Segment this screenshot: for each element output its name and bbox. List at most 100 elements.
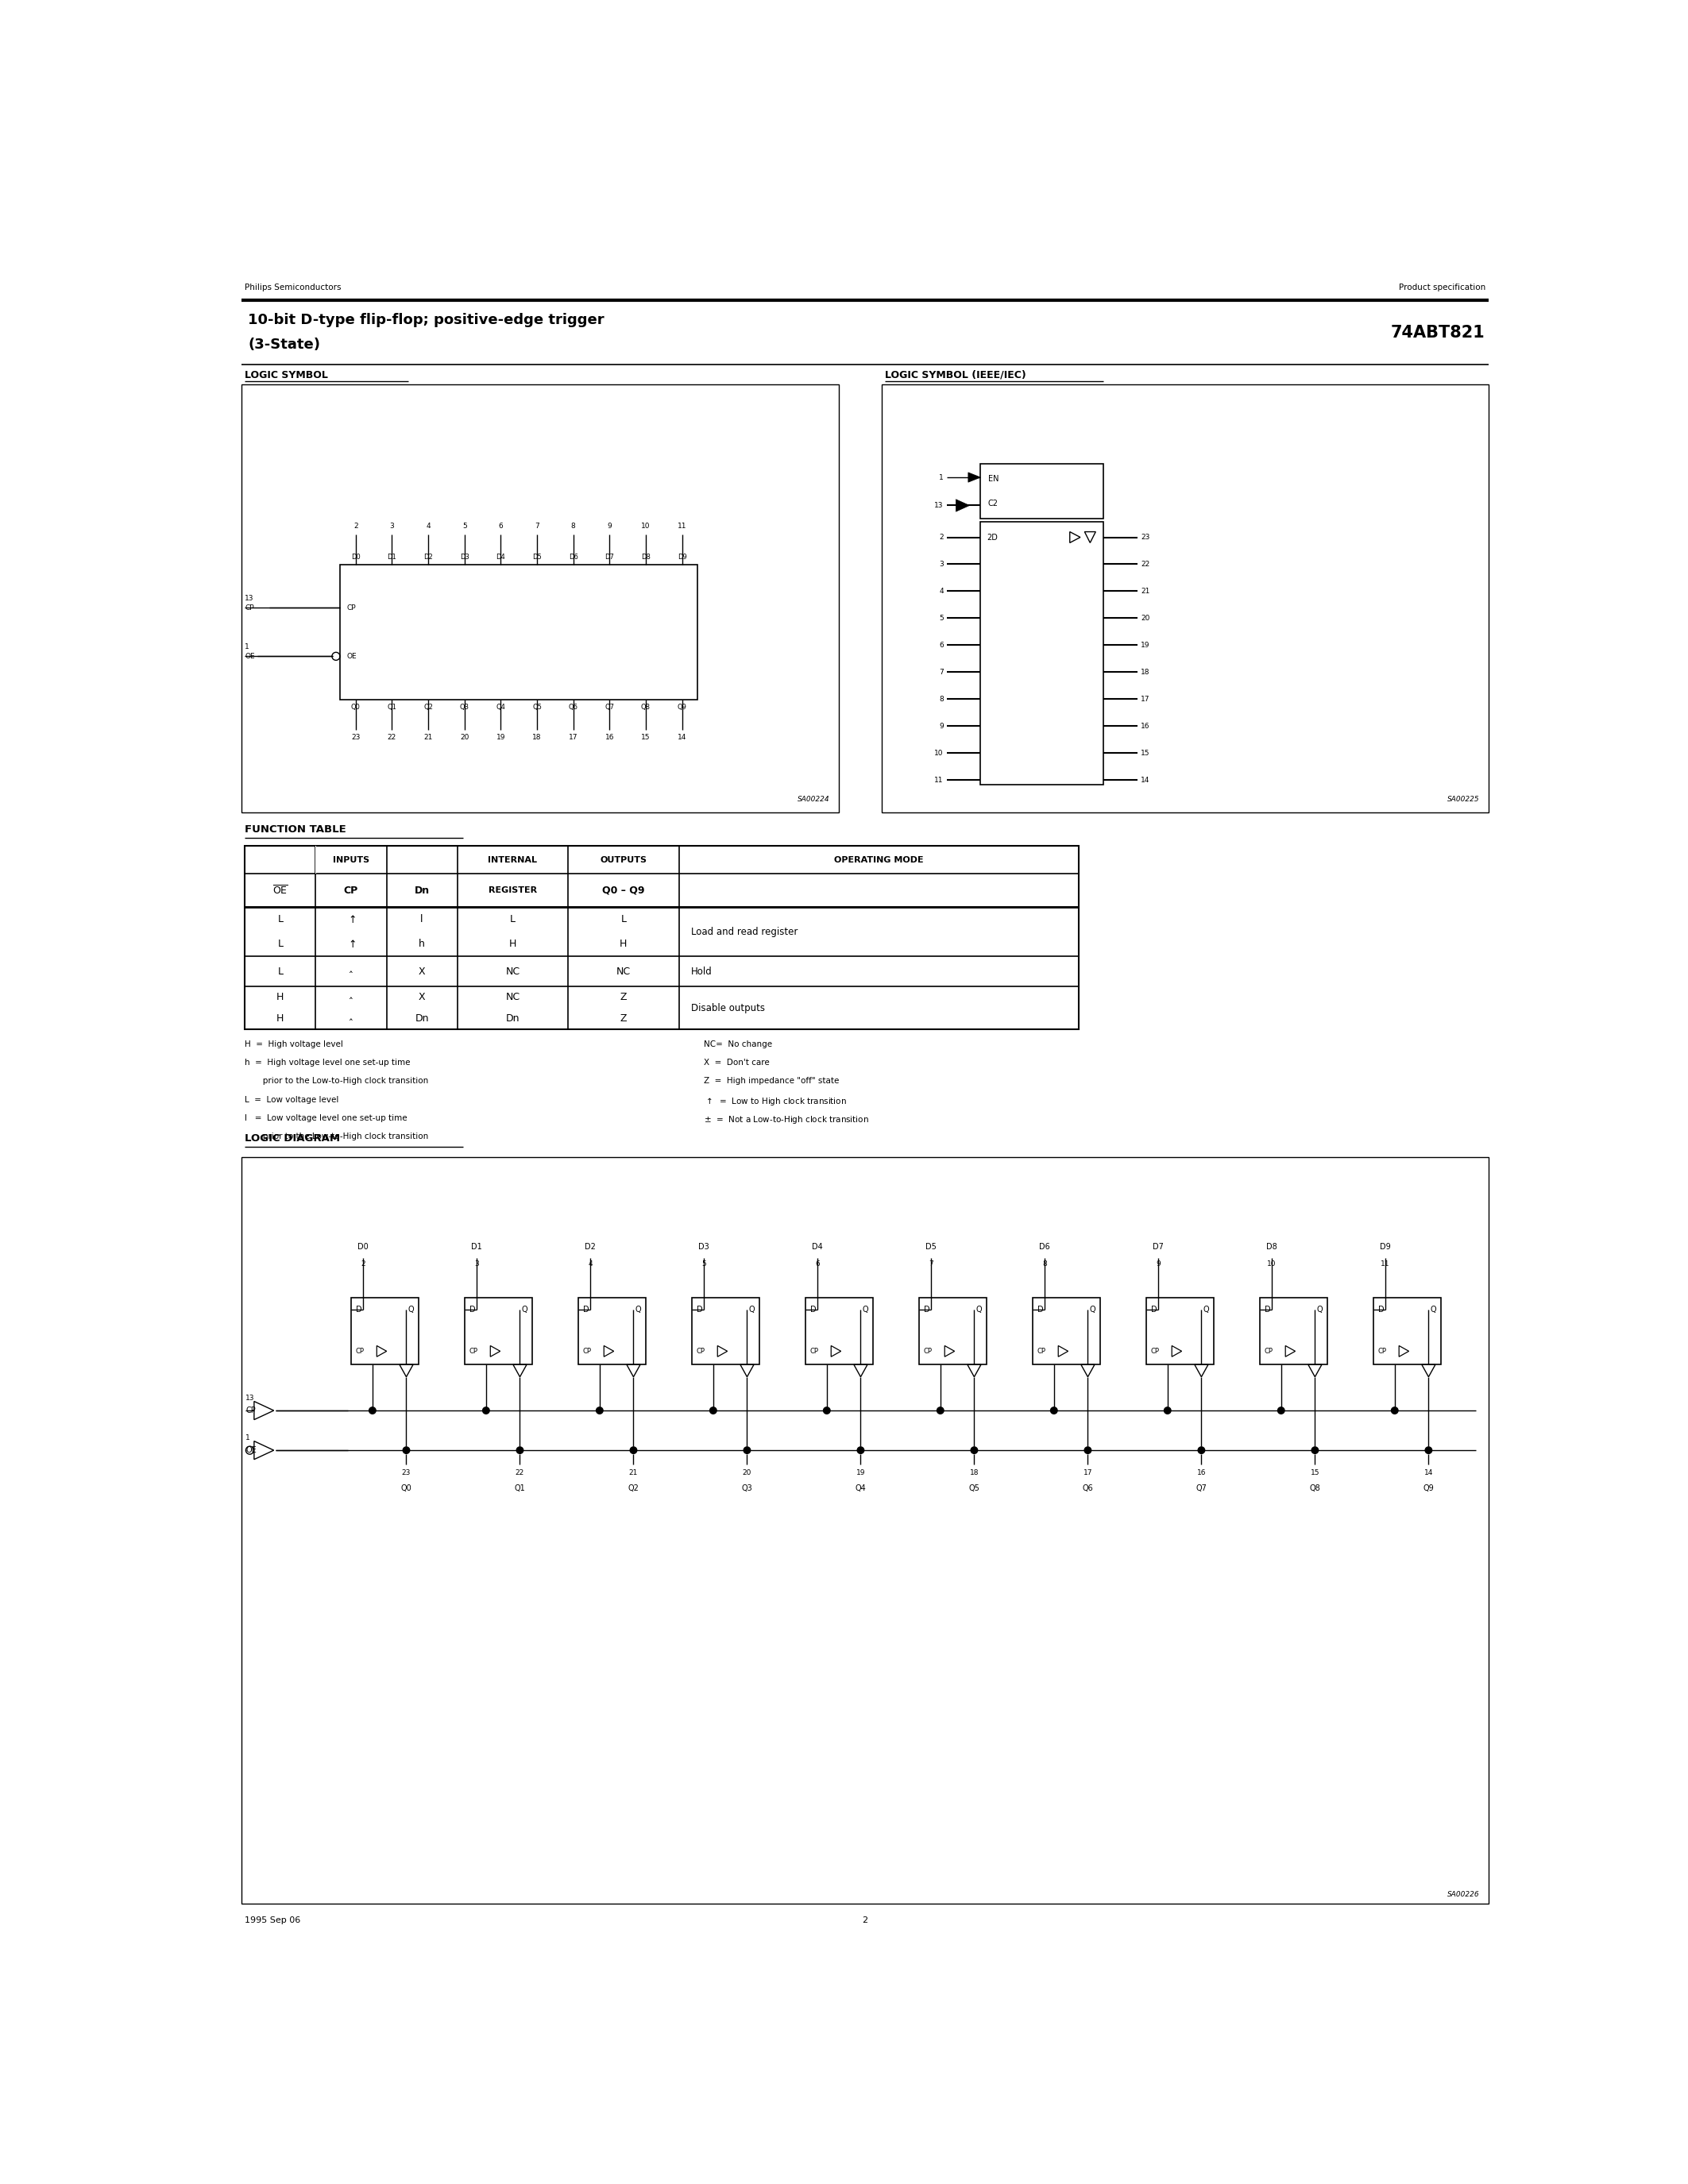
Circle shape	[370, 1406, 376, 1413]
Text: D9: D9	[1381, 1243, 1391, 1251]
Text: OE: OE	[245, 1446, 257, 1455]
Text: CP: CP	[582, 1348, 592, 1354]
Text: D: D	[469, 1306, 476, 1313]
Text: 15: 15	[1310, 1470, 1320, 1476]
Text: 3: 3	[390, 522, 395, 531]
Text: 21: 21	[630, 1470, 638, 1476]
Circle shape	[1312, 1448, 1318, 1455]
Text: 1: 1	[939, 474, 944, 480]
Text: 5: 5	[463, 522, 466, 531]
Text: OE: OE	[245, 653, 255, 660]
Circle shape	[1198, 1448, 1205, 1455]
Text: 11: 11	[677, 522, 687, 531]
Text: D7: D7	[604, 553, 614, 561]
Text: D3: D3	[459, 553, 469, 561]
Text: 6: 6	[498, 522, 503, 531]
Text: 6: 6	[939, 642, 944, 649]
Text: D7: D7	[1153, 1243, 1163, 1251]
Text: Q3: Q3	[459, 703, 469, 710]
Text: NC=  No change: NC= No change	[704, 1040, 771, 1048]
Text: 8: 8	[1043, 1260, 1047, 1267]
Text: 5: 5	[939, 614, 944, 622]
Text: X  =  Don't care: X = Don't care	[704, 1059, 770, 1066]
Text: 13: 13	[935, 502, 944, 509]
Text: INPUTS: INPUTS	[333, 856, 370, 865]
Text: 19: 19	[496, 734, 505, 740]
Text: 3: 3	[939, 561, 944, 568]
Text: Q5: Q5	[532, 703, 542, 710]
Text: $\pm$  =  Not a Low-to-High clock transition: $\pm$ = Not a Low-to-High clock transiti…	[704, 1114, 869, 1125]
Text: 19: 19	[856, 1470, 866, 1476]
Text: 14: 14	[677, 734, 687, 740]
Text: 74ABT821: 74ABT821	[1391, 325, 1485, 341]
Text: C2: C2	[987, 500, 998, 507]
Text: Z: Z	[619, 1013, 626, 1024]
Polygon shape	[969, 472, 981, 483]
Text: 22: 22	[388, 734, 397, 740]
Bar	[1033, 1297, 1101, 1365]
Text: l: l	[420, 915, 424, 924]
Text: CP: CP	[1264, 1348, 1273, 1354]
Text: $\hat{\:}$: $\hat{\:}$	[349, 965, 353, 976]
Circle shape	[483, 1406, 490, 1413]
Text: NC: NC	[505, 992, 520, 1002]
Text: Z: Z	[619, 992, 626, 1002]
Text: 2: 2	[353, 522, 358, 531]
Text: OUTPUTS: OUTPUTS	[599, 856, 647, 865]
Circle shape	[1278, 1406, 1285, 1413]
Text: 14: 14	[1141, 775, 1150, 784]
Text: 9: 9	[1156, 1260, 1161, 1267]
Text: INTERNAL: INTERNAL	[488, 856, 537, 865]
Text: 15: 15	[1141, 749, 1150, 756]
Text: CP: CP	[346, 605, 356, 612]
Text: Q2: Q2	[424, 703, 432, 710]
Bar	[577, 1297, 647, 1365]
Bar	[464, 1297, 532, 1365]
Text: 8: 8	[571, 522, 576, 531]
Text: Q6: Q6	[569, 703, 577, 710]
Text: D8: D8	[1266, 1243, 1278, 1251]
Text: Q8: Q8	[1310, 1485, 1320, 1492]
Text: CP: CP	[1151, 1348, 1160, 1354]
Circle shape	[1084, 1448, 1090, 1455]
Text: D2: D2	[584, 1243, 596, 1251]
Text: 5: 5	[702, 1260, 706, 1267]
Circle shape	[1165, 1406, 1171, 1413]
Bar	[883, 384, 1489, 812]
Text: 7: 7	[928, 1260, 933, 1267]
Text: 16: 16	[604, 734, 614, 740]
Text: D: D	[1264, 1306, 1271, 1313]
Bar	[981, 463, 1104, 520]
Text: 15: 15	[641, 734, 650, 740]
Text: D: D	[1038, 1306, 1043, 1313]
Text: Q5: Q5	[969, 1485, 979, 1492]
Text: H: H	[277, 1013, 284, 1024]
Circle shape	[630, 1448, 636, 1455]
Text: CP: CP	[469, 1348, 478, 1354]
Text: 21: 21	[1141, 587, 1150, 594]
Text: Hold: Hold	[690, 965, 712, 976]
Text: Q7: Q7	[1195, 1485, 1207, 1492]
Text: D: D	[356, 1306, 361, 1313]
Text: Q: Q	[635, 1306, 641, 1313]
Bar	[245, 845, 1079, 1029]
Text: Dn: Dn	[506, 1013, 520, 1024]
Text: D6: D6	[569, 553, 577, 561]
Bar	[1146, 1297, 1214, 1365]
Text: 4: 4	[587, 1260, 592, 1267]
Text: Q0 – Q9: Q0 – Q9	[603, 885, 645, 895]
Text: 1: 1	[245, 642, 250, 651]
Text: CP: CP	[923, 1348, 932, 1354]
Bar	[918, 1297, 986, 1365]
Text: Q: Q	[1089, 1306, 1096, 1313]
Text: X: X	[419, 965, 425, 976]
Text: Q: Q	[407, 1306, 414, 1313]
Text: 10: 10	[1268, 1260, 1276, 1267]
Text: Q2: Q2	[628, 1485, 640, 1492]
Text: $\uparrow$: $\uparrow$	[346, 939, 356, 950]
Circle shape	[596, 1406, 603, 1413]
Text: 13: 13	[245, 1396, 255, 1402]
Circle shape	[1050, 1406, 1057, 1413]
Text: 4: 4	[425, 522, 430, 531]
Text: Disable outputs: Disable outputs	[690, 1002, 765, 1013]
